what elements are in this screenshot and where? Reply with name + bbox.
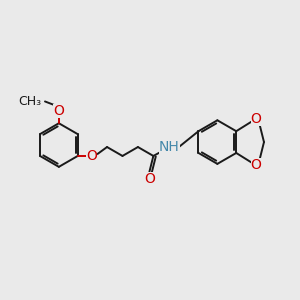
Text: O: O bbox=[144, 172, 155, 186]
Text: O: O bbox=[86, 149, 97, 163]
Text: O: O bbox=[250, 112, 262, 126]
Text: NH: NH bbox=[159, 140, 180, 154]
Text: O: O bbox=[250, 158, 262, 172]
Text: CH₃: CH₃ bbox=[18, 95, 41, 108]
Text: O: O bbox=[53, 104, 64, 118]
